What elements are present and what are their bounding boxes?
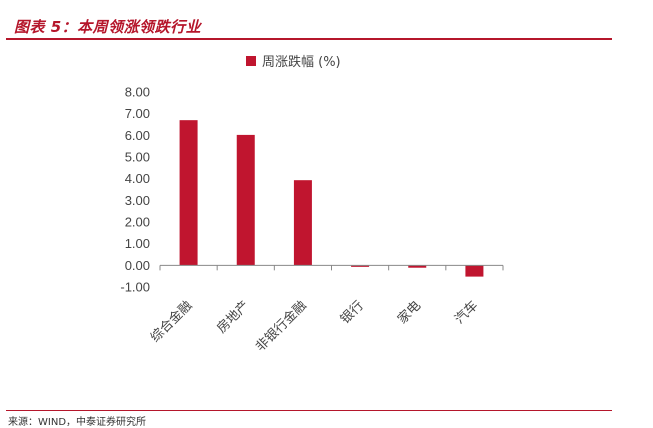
bar [351, 265, 370, 267]
bar [408, 265, 427, 268]
y-tick-label: 1.00 [125, 236, 150, 251]
y-tick-label: -1.00 [120, 280, 150, 295]
y-tick-label: 0.00 [125, 258, 150, 273]
legend-swatch [246, 56, 256, 66]
y-tick-label: 3.00 [125, 193, 150, 208]
y-axis: 8.00 7.00 6.00 5.00 4.00 3.00 2.00 1.00 0.00 -1.0… [120, 85, 150, 295]
y-tick-label: 6.00 [125, 128, 150, 143]
figure-title: 图表 5：本周领涨领跌行业 [14, 18, 202, 36]
source-note: 来源：WIND，中泰证券研究所 [8, 417, 147, 428]
y-tick-label: 7.00 [125, 106, 150, 121]
y-tick-label: 2.00 [125, 215, 150, 230]
bar [179, 120, 198, 266]
x-category-label: 非银行金融 [252, 298, 309, 355]
bar [236, 134, 255, 266]
bars [179, 120, 484, 277]
x-category-label: 汽车 [452, 298, 482, 328]
x-category-label: 房地产 [214, 298, 253, 337]
y-tick-label: 4.00 [125, 171, 150, 186]
x-category-label: 家电 [394, 298, 424, 328]
source-rule [6, 410, 612, 411]
x-axis: 综合金融 房地产 非银行金融 银行 家电 汽车 [147, 264, 504, 355]
bar [293, 180, 312, 266]
x-category-label: 综合金融 [147, 298, 195, 346]
x-category-label: 银行 [338, 298, 367, 327]
bar [465, 265, 484, 277]
title-rule [6, 38, 612, 40]
chart-legend: 周涨跌幅 (%) [246, 54, 341, 70]
legend-label: 周涨跌幅 (%) [262, 54, 341, 70]
y-tick-label: 8.00 [125, 85, 150, 100]
y-tick-label: 5.00 [125, 150, 150, 165]
